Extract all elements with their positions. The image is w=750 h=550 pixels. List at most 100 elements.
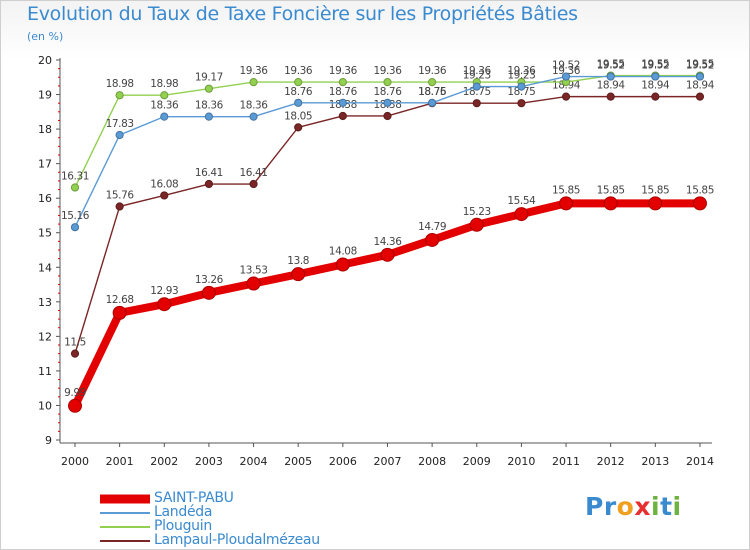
x-tick-label: 2001 <box>106 455 134 468</box>
x-tick-label: 2008 <box>418 455 446 468</box>
x-tick-label: 2010 <box>507 455 535 468</box>
data-label-plouguin: 19.55 <box>686 59 714 71</box>
y-tick-label: 13 <box>38 296 52 309</box>
data-label-lampaul-ploudalmezeau: 15.76 <box>106 189 135 201</box>
data-label-plouguin: 19.17 <box>195 72 223 84</box>
y-tick-label: 20 <box>38 54 52 67</box>
data-label-lampaul-ploudalmezeau: 18.75 <box>418 86 446 98</box>
data-point-lampaul-ploudalmezeau <box>249 179 258 189</box>
x-tick-label: 2014 <box>686 455 714 468</box>
data-point-saint-pabu <box>335 257 350 272</box>
data-point-saint-pabu <box>425 232 440 247</box>
data-label-lampaul-ploudalmezeau: 18.94 <box>686 80 715 92</box>
data-point-saint-pabu <box>469 217 484 232</box>
data-label-lampaul-ploudalmezeau: 16.41 <box>195 167 223 179</box>
data-label-saint-pabu: 13.53 <box>240 265 268 277</box>
data-label-landeda: 18.76 <box>284 86 313 98</box>
data-label-plouguin: 19.36 <box>373 65 402 77</box>
data-point-landeda <box>115 130 124 140</box>
data-label-landeda: 19.52 <box>686 60 714 72</box>
data-label-plouguin: 18.98 <box>150 78 178 90</box>
logo-letter: x <box>634 492 651 521</box>
data-point-lampaul-ploudalmezeau <box>383 111 392 121</box>
x-tick-label: 2009 <box>463 455 491 468</box>
data-point-saint-pabu <box>514 207 529 222</box>
x-tick-label: 2013 <box>641 455 669 468</box>
data-point-saint-pabu <box>692 196 707 211</box>
data-label-lampaul-ploudalmezeau: 16.41 <box>240 167 268 179</box>
data-point-landeda <box>472 82 481 91</box>
x-tick-label: 2002 <box>150 455 178 468</box>
data-point-lampaul-ploudalmezeau <box>695 92 705 101</box>
legend-label: Lampaul-Ploudalmézeau <box>154 532 320 548</box>
data-point-plouguin <box>115 91 124 100</box>
data-label-plouguin: 19.55 <box>641 59 669 71</box>
data-point-saint-pabu <box>380 247 395 262</box>
data-label-plouguin: 16.31 <box>61 170 89 182</box>
y-tick-label: 18 <box>38 123 52 136</box>
logo-letter: i <box>651 492 661 521</box>
data-label-landeda: 17.83 <box>106 118 134 130</box>
x-tick-label: 2005 <box>284 455 312 468</box>
data-label-lampaul-ploudalmezeau: 18.05 <box>284 110 312 122</box>
data-label-saint-pabu: 9.99 <box>64 387 86 399</box>
data-point-lampaul-ploudalmezeau <box>338 111 347 121</box>
data-label-plouguin: 19.36 <box>240 65 269 77</box>
unit-label: (en %) <box>27 30 64 43</box>
logo-letter: o <box>616 492 635 521</box>
data-point-saint-pabu <box>157 297 172 312</box>
legend-swatch <box>100 494 150 504</box>
y-tick-label: 12 <box>38 330 52 343</box>
data-point-lampaul-ploudalmezeau <box>561 92 571 101</box>
data-point-landeda <box>160 112 169 121</box>
data-label-plouguin: 18.98 <box>106 78 134 90</box>
data-label-saint-pabu: 13.26 <box>195 274 224 286</box>
y-tick-label: 17 <box>38 158 52 171</box>
data-label-landeda: 19.23 <box>507 70 535 82</box>
data-point-landeda <box>383 98 392 107</box>
legend-swatch <box>100 540 150 542</box>
proxiti-logo: Proxiti <box>585 492 682 521</box>
data-label-saint-pabu: 12.93 <box>150 285 178 297</box>
x-tick-label: 2012 <box>597 455 625 468</box>
x-tick-label: 2004 <box>240 455 268 468</box>
logo-letter: r <box>603 492 617 521</box>
data-point-landeda <box>651 72 660 81</box>
data-label-plouguin: 19.55 <box>597 59 625 71</box>
data-label-plouguin: 19.36 <box>507 65 536 77</box>
y-tick-label: 9 <box>45 434 52 447</box>
data-point-plouguin <box>204 84 214 93</box>
data-point-saint-pabu <box>68 398 82 413</box>
data-label-landeda: 19.52 <box>641 60 669 72</box>
data-label-landeda: 18.36 <box>150 100 179 112</box>
data-point-landeda <box>294 98 303 107</box>
data-label-saint-pabu: 15.85 <box>552 184 580 196</box>
data-point-saint-pabu <box>603 196 618 211</box>
y-tick-label: 16 <box>38 192 52 205</box>
data-point-landeda <box>338 98 347 107</box>
data-point-lampaul-ploudalmezeau <box>70 349 80 358</box>
x-tick-label: 2006 <box>329 455 357 468</box>
data-point-saint-pabu <box>246 276 261 291</box>
x-tick-label: 2000 <box>61 455 89 468</box>
data-label-saint-pabu: 14.79 <box>418 221 446 233</box>
data-point-saint-pabu <box>112 305 127 320</box>
data-point-landeda <box>204 112 214 121</box>
data-label-saint-pabu: 12.68 <box>106 294 134 306</box>
data-point-landeda <box>428 98 437 107</box>
data-point-plouguin <box>428 78 437 87</box>
data-label-saint-pabu: 15.85 <box>597 184 625 196</box>
data-point-lampaul-ploudalmezeau <box>115 202 124 211</box>
data-point-plouguin <box>383 78 392 87</box>
logo-letter: P <box>585 492 604 521</box>
data-point-landeda <box>249 112 258 121</box>
data-point-lampaul-ploudalmezeau <box>651 92 660 101</box>
data-label-plouguin: 19.36 <box>552 65 581 77</box>
data-label-plouguin: 19.36 <box>463 65 492 77</box>
legend-label: SAINT-PABU <box>154 490 234 506</box>
data-point-plouguin <box>70 183 80 192</box>
data-point-plouguin <box>338 78 347 87</box>
data-label-landeda: 19.52 <box>552 60 580 72</box>
